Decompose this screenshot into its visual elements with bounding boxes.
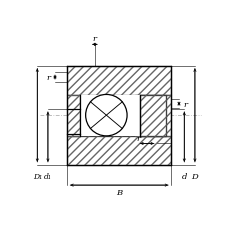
Text: d₁: d₁ xyxy=(44,172,52,180)
Polygon shape xyxy=(139,95,165,136)
Text: D: D xyxy=(191,172,197,180)
Text: B: B xyxy=(116,188,122,196)
Text: r: r xyxy=(46,74,50,82)
Polygon shape xyxy=(79,95,139,136)
Text: r: r xyxy=(182,100,186,108)
Circle shape xyxy=(85,95,127,136)
Text: d: d xyxy=(181,172,186,180)
Polygon shape xyxy=(67,136,170,165)
Text: r: r xyxy=(136,135,140,142)
Polygon shape xyxy=(67,66,170,95)
Polygon shape xyxy=(67,95,79,136)
Text: D₁: D₁ xyxy=(33,172,42,180)
Text: r: r xyxy=(93,35,96,43)
Polygon shape xyxy=(134,95,170,136)
